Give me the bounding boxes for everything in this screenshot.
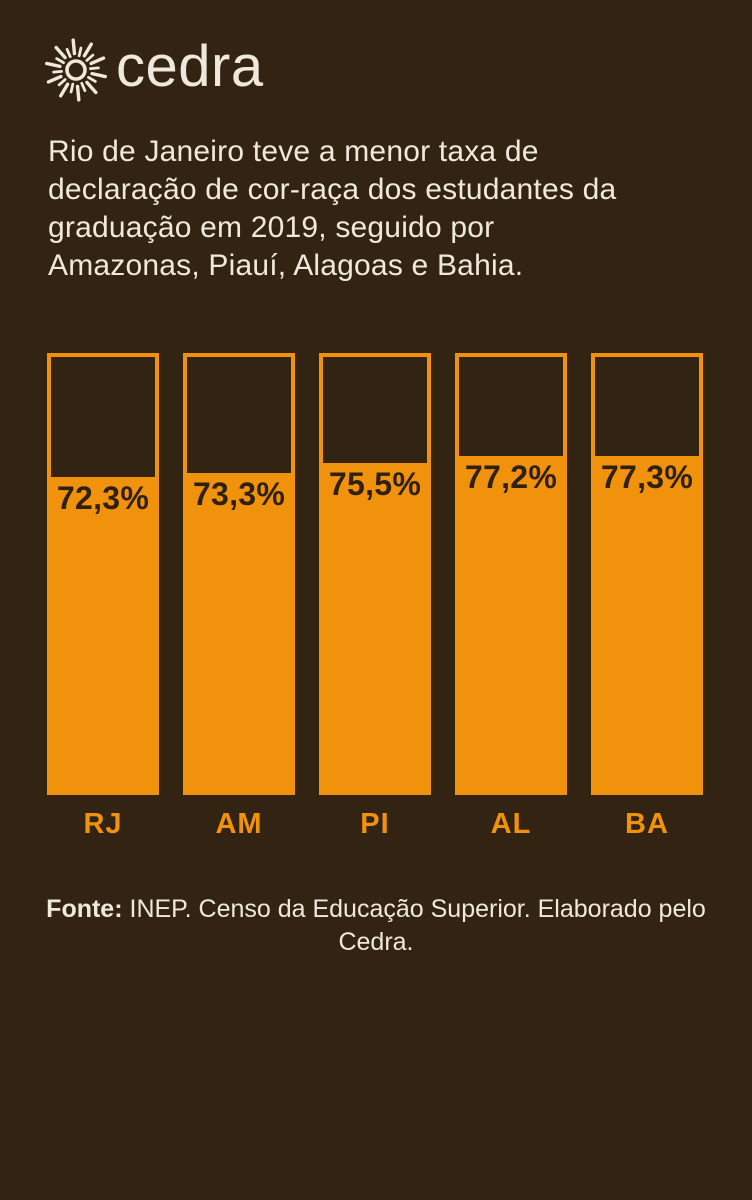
bar-category-label: RJ — [83, 808, 123, 840]
source-text: INEP. Censo da Educação Superior. Elabor… — [122, 895, 706, 956]
chart-title-line: Amazonas, Piauí, Alagoas e Bahia. — [48, 249, 524, 282]
bar-rj: 72,3% — [47, 353, 159, 795]
bar-column-ba: 77,3% BA — [591, 353, 703, 841]
brand-name: cedra — [116, 34, 264, 99]
bar-fill-pi: 75,5% — [323, 463, 427, 791]
bar-fill-am: 73,3% — [187, 472, 291, 791]
bar-chart: 72,3% RJ 73,3% AM 75,5% PI 77,2% AL 77,3% BA — [47, 353, 705, 841]
bar-value-label: 75,5% — [328, 466, 422, 503]
bar-column-pi: 75,5% PI — [319, 353, 431, 841]
bar-al: 77,2% — [455, 353, 567, 795]
bar-chart-bars: 72,3% RJ 73,3% AM 75,5% PI 77,2% AL 77,3% BA — [47, 353, 705, 841]
brand-header: cedra — [44, 34, 264, 106]
bar-value-label: 77,3% — [600, 458, 694, 495]
bar-fill-ba: 77,3% — [595, 455, 699, 791]
bar-pi: 75,5% — [319, 353, 431, 795]
bar-value-label: 72,3% — [56, 480, 150, 517]
bar-column-al: 77,2% AL — [455, 353, 567, 841]
bar-category-label: PI — [360, 808, 390, 840]
source-prefix: Fonte: — [46, 895, 123, 923]
bar-column-rj: 72,3% RJ — [47, 353, 159, 841]
bar-column-am: 73,3% AM — [183, 353, 295, 841]
bar-am: 73,3% — [183, 353, 295, 795]
bar-category-label: AM — [215, 808, 263, 840]
chart-title-line: declaração de cor-raça dos estudantes da — [48, 173, 617, 206]
bar-category-label: BA — [625, 808, 669, 840]
source-note: Fonte: INEP. Censo da Educação Superior.… — [46, 893, 706, 959]
bar-ba: 77,3% — [591, 353, 703, 795]
chart-title: Rio de Janeiro teve a menor taxa de decla… — [48, 133, 708, 285]
chart-title-line: graduação em 2019, seguido por — [48, 211, 495, 244]
bar-category-label: AL — [490, 808, 532, 840]
chart-title-line: Rio de Janeiro teve a menor taxa de — [48, 135, 539, 168]
bar-fill-al: 77,2% — [459, 455, 563, 791]
sunburst-icon — [44, 38, 108, 102]
bar-fill-rj: 72,3% — [51, 477, 155, 791]
bar-value-label: 73,3% — [192, 475, 286, 512]
bar-value-label: 77,2% — [464, 458, 558, 495]
